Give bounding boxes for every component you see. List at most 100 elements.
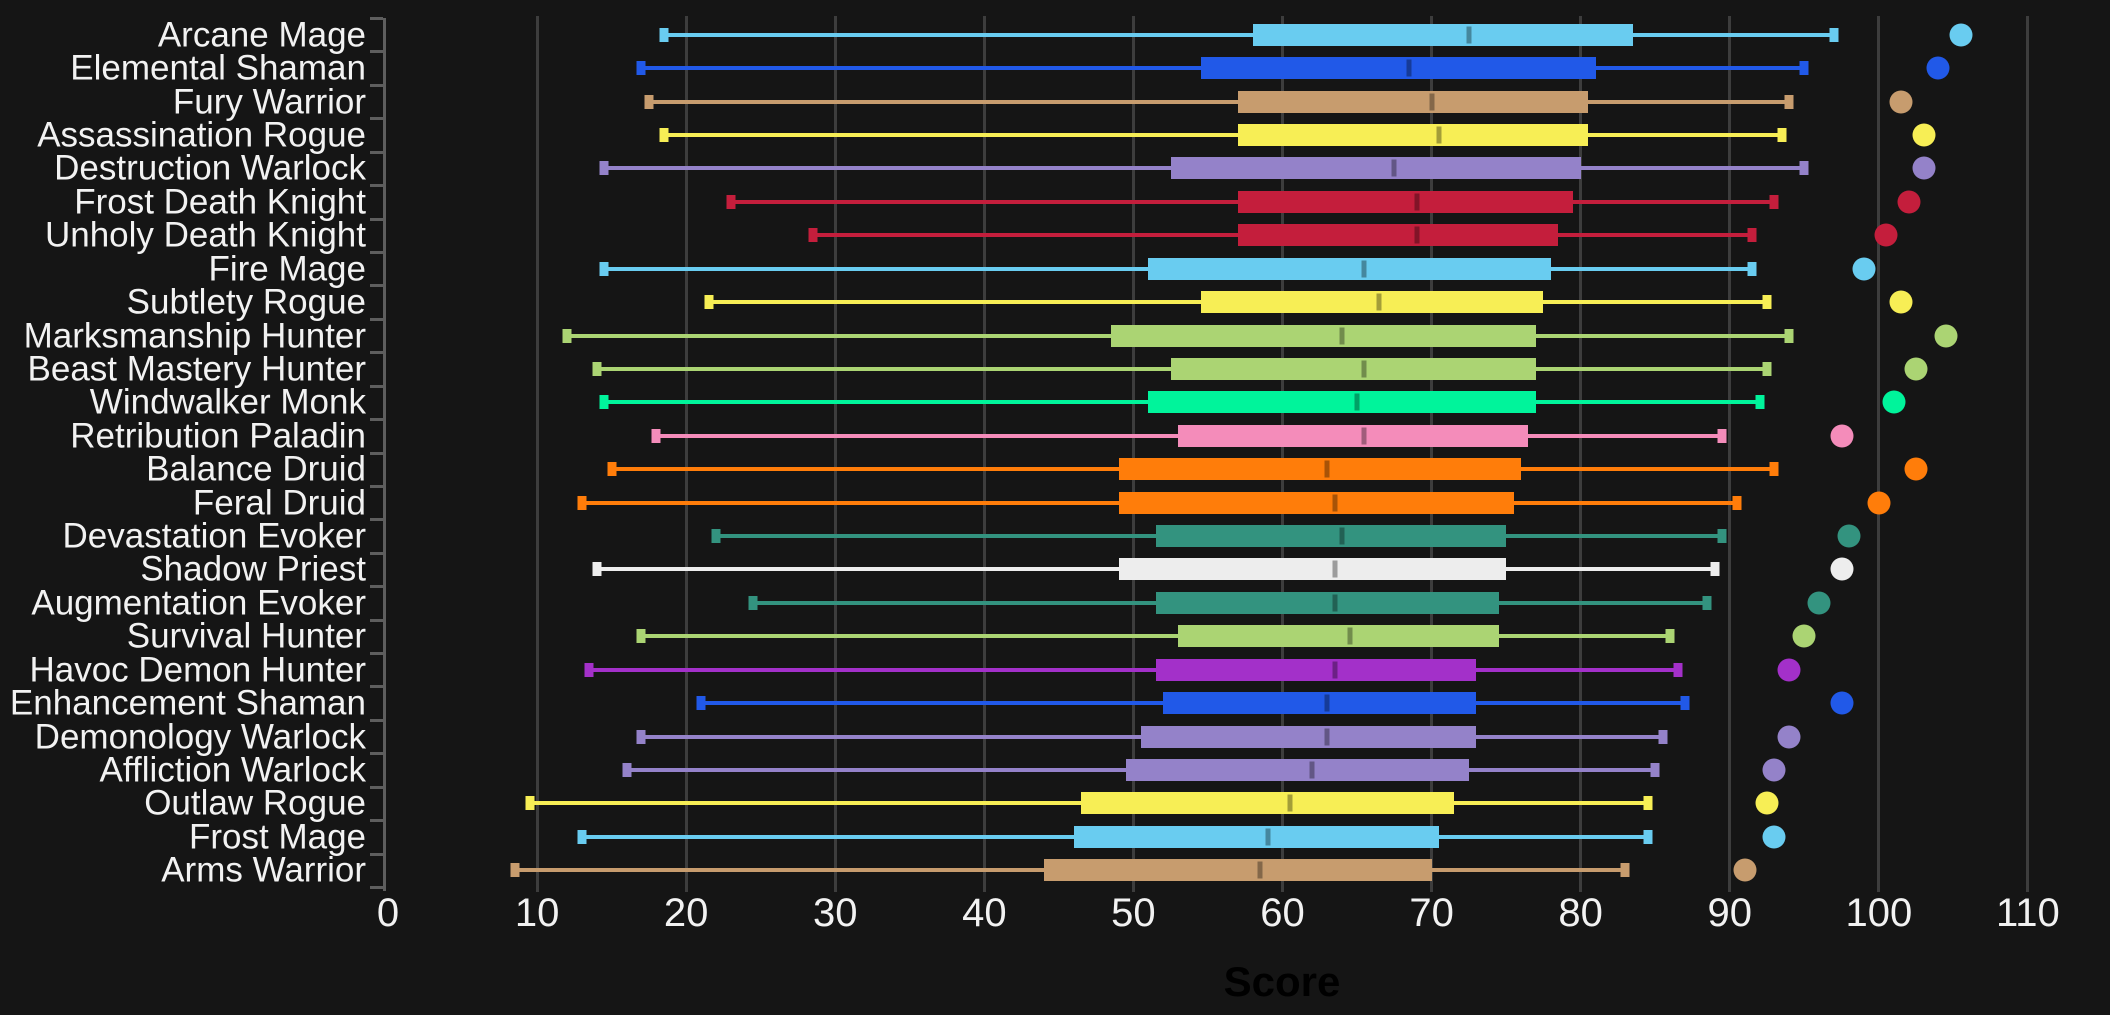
y-category-label: Frost Mage [189,817,366,857]
y-category-label: Beast Mastery Hunter [27,349,366,389]
whisker-cap-min [599,161,609,176]
median-line [1265,828,1271,846]
x-tick-label-60: 60 [1260,891,1305,935]
whisker-cap-min [748,595,758,610]
y-axis-tick [370,785,383,789]
outlier-dot [1755,791,1779,815]
median-line [1339,327,1345,345]
outlier-dot [1874,223,1898,247]
outlier-dot [1904,357,1928,381]
iqr-box [1073,825,1440,848]
y-axis-tick [370,585,383,589]
y-category-label: Augmentation Evoker [31,583,366,623]
outlier-dot [1889,290,1913,314]
outlier-dot [1830,557,1854,581]
y-category-label: Arms Warrior [161,850,366,890]
y-category-label: Fire Mage [208,249,366,289]
gridline-40 [982,16,986,892]
outlier-dot [1762,758,1786,782]
gridline-70 [1430,16,1434,892]
outlier-dot [1837,524,1861,548]
y-category-label: Survival Hunter [126,616,366,656]
median-line [1339,527,1345,545]
y-category-label: Shadow Priest [140,549,366,589]
y-category-label: Frost Death Knight [74,182,366,222]
y-axis-tick [370,150,383,154]
iqr-box [1148,257,1551,280]
outlier-dot [1792,624,1816,648]
whisker-cap-min [726,194,736,209]
whisker-cap-min [704,295,714,310]
x-tick-label-70: 70 [1409,891,1454,935]
y-category-label: Affliction Warlock [99,750,366,790]
outlier-dot [1830,691,1854,715]
median-line [1391,159,1397,177]
whisker-cap-min [592,361,602,376]
iqr-box [1200,291,1544,314]
whisker-cap-min [636,61,646,76]
x-tick-label-0: 0 [376,891,400,935]
iqr-box [1155,591,1499,614]
iqr-box [1118,458,1522,481]
outlier-dot [1949,23,1973,47]
whisker-cap-min [696,696,706,711]
y-axis-tick [370,351,383,355]
median-line [1361,427,1367,445]
x-tick-label-50: 50 [1111,891,1156,935]
median-line [1332,494,1338,512]
y-category-label: Arcane Mage [157,15,366,55]
iqr-box [1155,658,1477,681]
median-line [1332,594,1338,612]
iqr-box [1081,792,1454,815]
whisker-cap-min [584,662,594,677]
whisker-cap-min [577,829,587,844]
whisker-cap-min [636,729,646,744]
outlier-dot [1777,658,1801,682]
y-axis-tick [370,250,383,254]
y-category-label: Balance Druid [146,449,366,489]
outlier-dot [1762,825,1786,849]
x-tick-label-30: 30 [812,891,858,935]
gridline-90 [1728,16,1732,892]
iqr-box [1252,23,1633,46]
whisker-line [663,132,1782,137]
whisker-line [641,634,1671,639]
iqr-box [1155,525,1507,548]
iqr-box [1170,357,1536,380]
whisker-cap-min [659,127,669,142]
whisker-cap-min [651,428,661,443]
whisker-cap-min [808,228,818,243]
outlier-dot [1897,190,1921,214]
y-axis-tick [370,484,383,488]
y-category-label: Subtlety Rogue [126,282,366,322]
median-line [1406,59,1412,77]
y-axis-tick [370,384,383,388]
x-tick-label-80: 80 [1558,891,1603,935]
iqr-box [1237,224,1559,247]
x-tick-label-110: 110 [1996,891,2060,935]
y-axis-tick [370,83,383,87]
outlier-dot [1852,257,1876,281]
y-category-label: Enhancement Shaman [9,683,366,723]
whisker-cap-min [607,462,617,477]
median-line [1257,861,1263,879]
y-axis-tick [370,451,383,455]
outlier-dot [1867,491,1891,515]
y-category-label: Fury Warrior [172,82,366,122]
median-line [1324,460,1330,478]
y-axis-tick [370,618,383,622]
whisker-cap-min [622,763,632,778]
median-line [1414,193,1420,211]
outlier-dot [1926,56,1950,80]
whisker-cap-min [599,261,609,276]
y-category-label: Assassination Rogue [37,115,366,155]
iqr-box [1178,424,1529,447]
median-line [1414,226,1420,244]
iqr-box [1043,859,1432,882]
x-tick-label-90: 90 [1707,891,1752,935]
whisker-line [648,99,1790,104]
y-axis-tick [370,685,383,689]
gridline-110 [2026,16,2030,892]
